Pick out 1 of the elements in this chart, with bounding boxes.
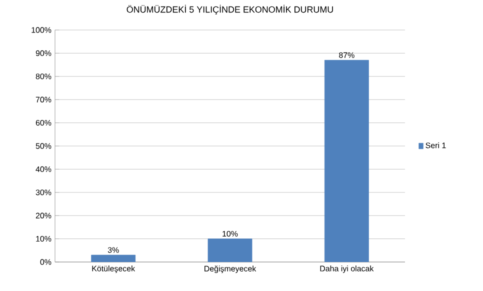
chart-title: ÖNÜMÜZDEKİ 5 YILIÇİNDE EKONOMİK DURUMU (126, 4, 333, 15)
